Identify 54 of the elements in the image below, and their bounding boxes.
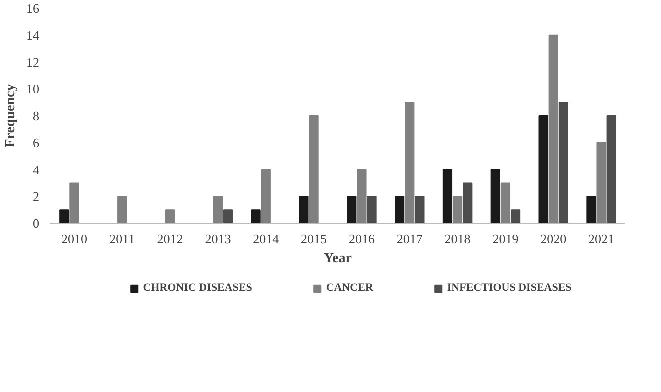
y-axis-title: Frequency (4, 84, 18, 148)
x-tick-label: 2014 (253, 232, 280, 246)
x-tick-label: 2015 (301, 232, 328, 246)
y-tick-label: 10 (26, 82, 40, 97)
bar (510, 210, 521, 224)
x-tick-label: 2011 (110, 232, 136, 246)
bar (606, 116, 616, 224)
bar (490, 169, 500, 224)
bar (500, 182, 511, 224)
y-tick-label: 0 (33, 216, 40, 231)
x-tick-label: 2018 (444, 232, 471, 246)
bar (118, 196, 128, 224)
bar (558, 102, 568, 224)
bar (452, 196, 463, 224)
bar (586, 196, 596, 224)
legend-label: CANCER (326, 282, 374, 294)
x-axis-title: Year (324, 252, 352, 266)
bar (309, 116, 319, 224)
x-tick-label: 2012 (157, 232, 184, 246)
legend-label: INFECTIOUS DISEASES (447, 282, 572, 294)
x-tick-label: 2020 (540, 232, 567, 246)
bar (405, 102, 415, 224)
bar (251, 210, 261, 224)
x-tick-label: 2021 (588, 232, 615, 246)
bar (357, 169, 367, 224)
legend-label: CHRONIC DISEASES (143, 282, 252, 294)
y-tick-label: 8 (33, 108, 40, 124)
y-tick-label: 12 (26, 54, 40, 70)
bar (60, 210, 70, 224)
bar (299, 196, 309, 224)
bar (347, 196, 357, 224)
x-tick-label: 2017 (396, 232, 424, 246)
bar (70, 182, 80, 224)
bar (596, 142, 606, 224)
x-tick-label: 2019 (492, 232, 519, 246)
y-tick-label: 16 (26, 1, 40, 16)
x-tick-label: 2010 (61, 232, 88, 246)
bar (442, 169, 453, 224)
bar (223, 210, 234, 224)
y-tick-label: 6 (33, 135, 40, 150)
x-tick-label: 2013 (205, 232, 232, 246)
bar (367, 196, 377, 224)
bar (415, 196, 425, 224)
bar (261, 169, 271, 224)
bar (165, 210, 176, 224)
y-tick-label: 2 (33, 189, 40, 204)
bar (538, 116, 548, 224)
y-tick-label: 14 (26, 28, 40, 43)
bar (463, 182, 473, 224)
bar (213, 196, 224, 224)
x-tick-label: 2016 (348, 232, 376, 246)
y-tick-label: 4 (33, 162, 40, 178)
bar (548, 34, 558, 224)
bar (395, 196, 405, 224)
